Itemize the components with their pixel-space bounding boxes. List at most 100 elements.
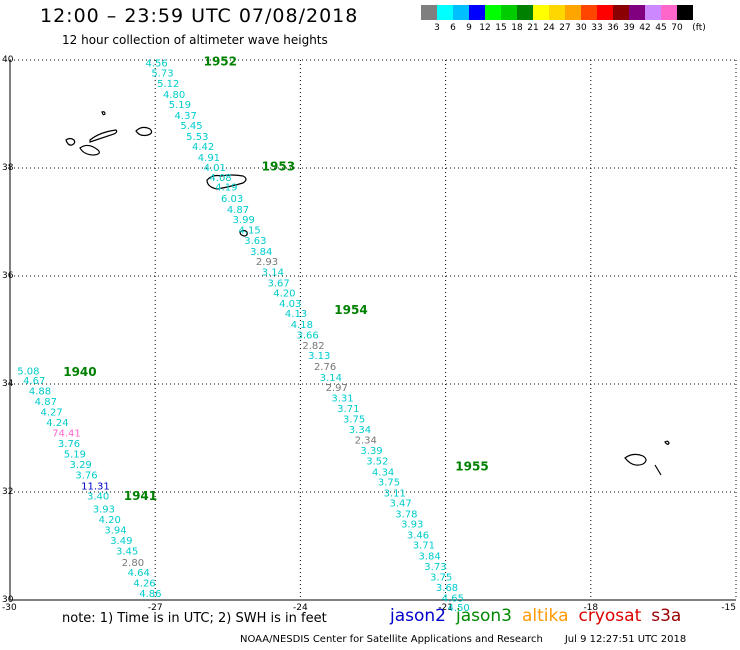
pass-time-label: 1953 [262,160,295,174]
scale-swatch [613,5,629,20]
lon-tick-label: -15 [721,603,736,613]
scale-label: 18 [511,23,523,33]
footnote: note: 1) Time is in UTC; 2) SWH is in fe… [62,611,327,626]
island-outlines [65,111,670,476]
scale-swatch [645,5,661,20]
axis-labels: 40 38 36 34 32 30-30 -27 -24 -21 -18 -15 [2,55,736,613]
wave-height-label: 3.29 [70,460,92,471]
wave-height-label: 2.93 [256,257,278,268]
island-porto-santo [664,440,670,445]
lon-tick-label: -27 [148,603,163,613]
wave-height-label: 3.75 [430,573,452,584]
scale-swatch [517,5,533,20]
wave-height-label: 4.42 [192,142,214,153]
wave-height-label: 3.78 [395,509,417,520]
pass-time-label: 1955 [455,459,488,473]
wave-height-label: 4.08 [209,173,231,184]
scale-label: 24 [543,23,555,33]
wave-height-label: 3.66 [297,331,319,342]
scale-swatch [677,5,693,20]
wave-height-label: 5.12 [157,79,179,90]
page-title: 12:00 – 23:59 UTC 07/08/2018 [40,5,359,27]
wave-height-label: 3.63 [244,236,266,247]
wave-height-label: 74.41 [52,428,81,439]
satellite-s3a: s3a [651,606,682,626]
wave-height-label: 3.71 [413,541,435,552]
scale-swatch [501,5,517,20]
island-madeira [624,453,647,466]
wave-height-label: 2.97 [326,383,348,394]
wave-height-label: 3.14 [262,267,284,278]
wave-height-label: 4.15 [238,225,260,236]
wave-height-label: 3.84 [418,552,440,563]
wave-height-label: 4.37 [175,111,197,122]
satellite-altika: altika [522,606,569,626]
wave-height-label: 3.93 [401,520,423,531]
wave-height-label: 2.80 [122,558,144,569]
lat-tick-label: 36 [2,271,14,281]
island-corvo [101,111,106,116]
wave-height-label: 4.18 [291,320,313,331]
wave-height-label: 4.26 [133,579,155,590]
scale-swatch [421,5,437,20]
wave-height-label: 3.45 [116,547,138,558]
wave-height-label: 4.56 [146,58,168,69]
wave-height-label: 2.82 [302,341,324,352]
wave-height-label: 5.73 [151,69,173,80]
wave-height-label: 3.84 [250,247,272,258]
scale-label: 45 [655,23,667,33]
wave-height-label: 4.65 [442,594,464,605]
page-subtitle: 12 hour collection of altimeter wave hei… [62,33,328,47]
island-flores [65,137,76,146]
wave-height-label: 3.73 [424,562,446,573]
scale-label: 70 [671,23,683,33]
wave-height-label: 3.31 [331,393,353,404]
wave-height-label: 4.13 [285,309,307,320]
wave-height-label: 4.86 [139,589,161,600]
wave-height-label: 4.67 [23,376,45,387]
wave-height-label: 3.75 [343,414,365,425]
credit-footer: NOAA/NESDIS Center for Satellite Applica… [240,634,686,645]
wave-height-label: 4.88 [29,386,51,397]
scale-label: 3 [434,23,440,33]
credit-text: NOAA/NESDIS Center for Satellite Applica… [240,634,543,645]
lat-tick-label: 34 [2,379,14,389]
wave-height-label: 3.76 [75,471,97,482]
wave-height-label: 3.67 [267,278,289,289]
scale-swatch [437,5,453,20]
wave-height-label: 3.11 [384,488,406,499]
wave-height-label: 3.75 [378,478,400,489]
wave-height-label: 11.31 [81,481,110,492]
wave-height-label: 4.87 [227,205,249,216]
wave-height-label: 3.93 [93,505,115,516]
satellite-jason3: jason3 [456,606,512,626]
scale-swatch [453,5,469,20]
wave-height-label: 5.08 [17,366,39,377]
wave-height-label: 5.45 [180,121,202,132]
lon-tick-label: -30 [2,603,17,613]
wave-height-label: 5.53 [186,132,208,143]
scale-swatch [581,5,597,20]
wave-height-label: 4.20 [99,515,121,526]
wave-height-label: 3.34 [349,425,371,436]
scale-swatch [629,5,645,20]
wave-height-label: 3.13 [308,351,330,362]
wave-height-label: 3.76 [58,439,80,450]
wave-height-label: 2.34 [355,435,377,446]
pass-time-label: 1940 [63,365,96,379]
pass-time-label: 1941 [124,489,157,503]
map-frame [9,60,736,601]
wave-height-label: 4.01 [204,163,226,174]
island-sao-miguel [206,174,247,190]
wave-height-label: 3.46 [407,530,429,541]
satellite-legend: jason2 jason3 altika cryosat s3a [390,606,691,626]
island-desertas [654,464,662,476]
scale-label: 33 [591,23,603,33]
satellite-cryosat: cryosat [578,606,642,626]
scale-label: 36 [607,23,619,33]
wave-height-label: 4.91 [198,153,220,164]
scale-label: 27 [559,23,571,33]
wave-height-label: 4.27 [40,407,62,418]
scale-swatch [469,5,485,20]
